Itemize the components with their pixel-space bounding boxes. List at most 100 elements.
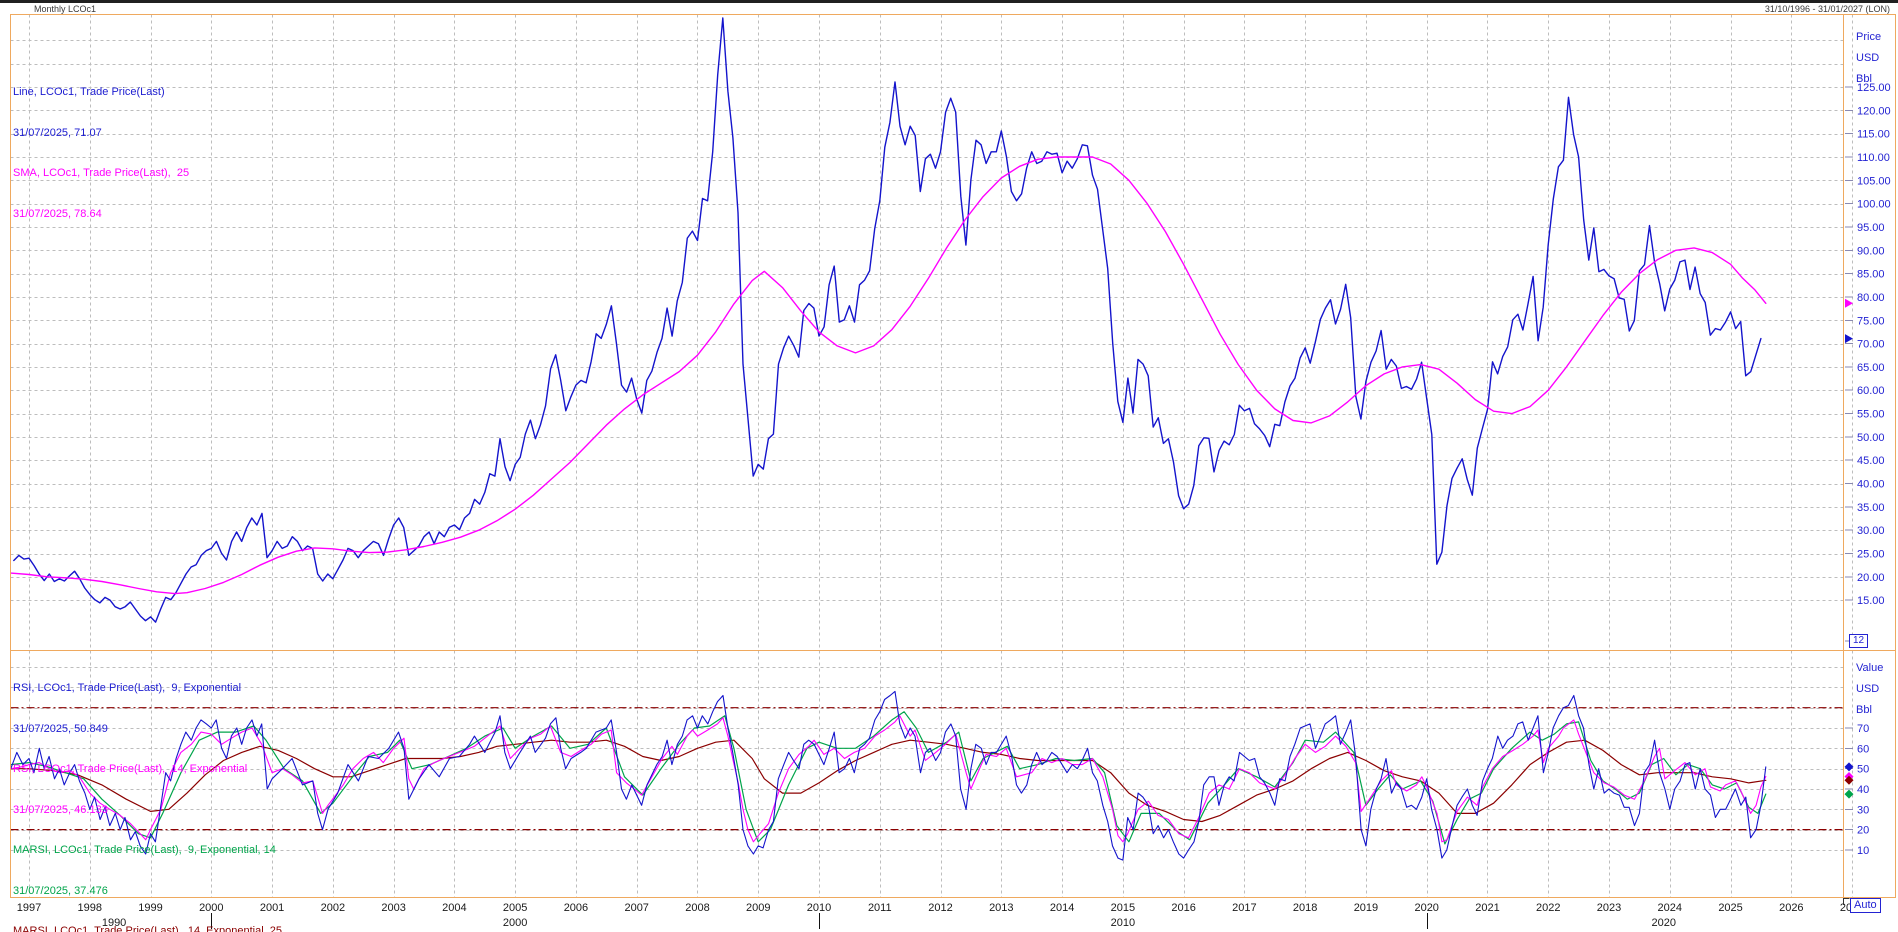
price-axis-header: Price USD Bbl: [1856, 31, 1882, 85]
svg-text:80.00: 80.00: [1857, 292, 1885, 304]
rsi-panel-legend: RSI, LCOc1, Trade Price(Last), 9, Expone…: [13, 655, 282, 932]
window-top-edge: [0, 0, 1898, 3]
legend-price-line-label[interactable]: Line, LCOc1, Trade Price(Last): [13, 86, 165, 98]
rsi9-last-marker: [1844, 762, 1854, 772]
grid-lines: [10, 14, 1853, 898]
svg-text:100.00: 100.00: [1857, 199, 1891, 211]
value-axis-labels[interactable]: 70 60 50 40 30 20 10: [1845, 723, 1869, 857]
svg-text:2014: 2014: [1050, 902, 1074, 914]
legend-rsi9-value: 31/07/2025, 50.849: [13, 722, 108, 735]
svg-text:15.00: 15.00: [1857, 595, 1885, 607]
price-last-marker: [1845, 334, 1853, 344]
svg-text:2019: 2019: [1354, 902, 1378, 914]
value-axis-header: Value USD Bbl: [1856, 662, 1884, 716]
svg-text:105.00: 105.00: [1857, 175, 1891, 187]
svg-text:2007: 2007: [624, 902, 648, 914]
svg-text:2006: 2006: [564, 902, 588, 914]
svg-text:2022: 2022: [1536, 902, 1560, 914]
svg-text:50.00: 50.00: [1857, 432, 1885, 444]
svg-text:110.00: 110.00: [1857, 152, 1890, 164]
panel-frame: [9, 13, 1897, 899]
svg-text:2025: 2025: [1718, 902, 1742, 914]
svg-text:50: 50: [1857, 764, 1869, 776]
svg-text:40.00: 40.00: [1857, 479, 1885, 491]
svg-text:2016: 2016: [1171, 902, 1195, 914]
svg-text:10: 10: [1857, 845, 1869, 857]
price-panel-legend: Line, LCOc1, Trade Price(Last) 31/07/202…: [13, 59, 189, 248]
legend-marsi1425-label[interactable]: MARSI, LCOc1, Trade Price(Last), 14, Exp…: [13, 925, 283, 932]
last-value-markers: [1844, 298, 1854, 799]
legend-sma-label[interactable]: SMA, LCOc1, Trade Price(Last), 25: [13, 167, 190, 179]
svg-text:65.00: 65.00: [1857, 362, 1885, 374]
svg-text:2009: 2009: [746, 902, 770, 914]
svg-text:35.00: 35.00: [1857, 502, 1885, 514]
svg-text:30: 30: [1857, 804, 1869, 816]
svg-text:125.00: 125.00: [1857, 82, 1891, 94]
svg-text:2010: 2010: [807, 902, 831, 914]
svg-text:45.00: 45.00: [1857, 455, 1885, 467]
svg-text:90.00: 90.00: [1857, 245, 1885, 257]
series-sma-25[interactable]: [10, 156, 1767, 595]
svg-text:75.00: 75.00: [1857, 315, 1885, 327]
svg-text:60.00: 60.00: [1857, 385, 1885, 397]
legend-marsi914-label[interactable]: MARSI, LCOc1, Trade Price(Last), 9, Expo…: [13, 844, 276, 856]
svg-text:1990: 1990: [102, 917, 126, 929]
svg-text:2021: 2021: [1475, 902, 1499, 914]
svg-text:2017: 2017: [1232, 902, 1256, 914]
chart-title: Monthly LCOc1: [34, 4, 97, 14]
price-axis-labels[interactable]: 125.00 120.00 115.00 110.00 105.00 100.00 95.0…: [1845, 82, 1891, 607]
svg-text:70: 70: [1857, 723, 1869, 735]
series-marsi-14-exponential-25[interactable]: [10, 739, 1767, 823]
svg-text:2013: 2013: [989, 902, 1013, 914]
date-range-label: 31/10/1996 - 31/01/2027 (LON): [1764, 4, 1890, 14]
svg-text:2026: 2026: [1779, 902, 1803, 914]
auto-scale-button[interactable]: Auto: [1850, 898, 1881, 913]
svg-text:2011: 2011: [868, 902, 892, 914]
svg-text:115.00: 115.00: [1857, 129, 1890, 141]
svg-text:2004: 2004: [442, 902, 466, 914]
svg-text:85.00: 85.00: [1857, 269, 1885, 281]
legend-marsi914-value: 31/07/2025, 37.476: [13, 884, 108, 897]
svg-text:1998: 1998: [78, 902, 102, 914]
chart-titlebar: Monthly LCOc1 31/10/1996 - 31/01/2027 (L…: [0, 3, 1898, 15]
time-axis[interactable]: 1997 1998 1999 2000 2001 2002 2003 2004 2005 2006…: [17, 902, 1865, 929]
svg-text:30.00: 30.00: [1857, 525, 1885, 537]
legend-rsi9-label[interactable]: RSI, LCOc1, Trade Price(Last), 9, Expone…: [13, 682, 242, 694]
sma-last-marker: [1845, 298, 1853, 308]
marsi914-last-marker: [1844, 789, 1854, 799]
svg-text:1997: 1997: [17, 902, 41, 914]
legend-rsi14-value: 31/07/2025, 46.133: [13, 803, 108, 816]
legend-rsi14-label[interactable]: RSI, LCOc1, Trade Price(Last), 14, Expon…: [13, 763, 248, 775]
svg-text:2023: 2023: [1597, 902, 1621, 914]
legend-sma-value: 31/07/2025, 78.64: [13, 207, 102, 220]
series-rsi-14-exponential[interactable]: [10, 715, 1767, 843]
svg-text:60: 60: [1857, 743, 1869, 755]
svg-text:2020: 2020: [1414, 902, 1438, 914]
svg-text:2005: 2005: [503, 902, 527, 914]
svg-text:2008: 2008: [685, 902, 709, 914]
interval-badge[interactable]: 12: [1849, 634, 1869, 648]
series-marsi-9-exponential-14[interactable]: [10, 711, 1767, 845]
marsi1425-last-marker: [1844, 775, 1854, 785]
series-lcoc1-trade-price-last-monthly[interactable]: [13, 17, 1762, 623]
svg-text:95.00: 95.00: [1857, 222, 1885, 234]
svg-text:2003: 2003: [381, 902, 405, 914]
svg-text:20: 20: [1857, 825, 1869, 837]
svg-text:70.00: 70.00: [1857, 339, 1885, 351]
svg-text:2000: 2000: [199, 902, 223, 914]
svg-text:2018: 2018: [1293, 902, 1317, 914]
svg-text:2010: 2010: [1111, 917, 1135, 929]
svg-text:120.00: 120.00: [1857, 105, 1891, 117]
series-rsi-9-exponential[interactable]: [10, 690, 1767, 861]
svg-text:2024: 2024: [1658, 902, 1682, 914]
svg-text:2020: 2020: [1651, 917, 1675, 929]
svg-text:2012: 2012: [928, 902, 952, 914]
rsi-reference-bands: [10, 707, 1844, 831]
svg-text:2002: 2002: [321, 902, 345, 914]
svg-text:2000: 2000: [503, 917, 527, 929]
svg-text:1999: 1999: [138, 902, 162, 914]
legend-price-line-value: 31/07/2025, 71.07: [13, 126, 102, 139]
svg-text:55.00: 55.00: [1857, 409, 1885, 421]
